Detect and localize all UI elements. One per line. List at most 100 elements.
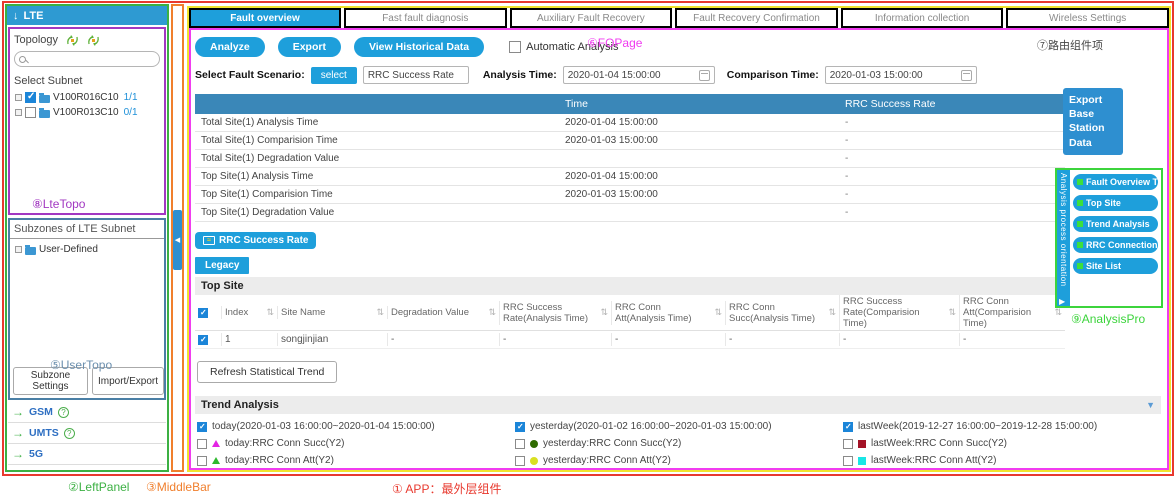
row-value: - <box>845 117 849 128</box>
legend-group-checkbox[interactable] <box>197 421 207 432</box>
scenario-value: RRC Success Rate <box>367 69 454 81</box>
triangle-marker-icon <box>212 440 220 447</box>
scenario-value-field[interactable]: RRC Success Rate <box>362 66 469 84</box>
expander-icon[interactable] <box>15 94 22 101</box>
legend-item: today:RRC Conn Att(Y2) <box>197 452 435 468</box>
refresh-statistical-trend-button[interactable]: Refresh Statistical Trend <box>197 361 338 383</box>
chevron-down-icon[interactable]: ▼ <box>1146 400 1155 410</box>
collapse-handle[interactable]: ◀ <box>173 210 182 270</box>
analyze-button[interactable]: Analyze <box>195 37 265 57</box>
view-historical-data-button[interactable]: View Historical Data <box>353 37 485 57</box>
trend-title: Trend Analysis <box>201 399 279 411</box>
legacy-button[interactable]: Legacy <box>195 257 250 274</box>
legend-checkbox[interactable] <box>515 455 525 466</box>
help-icon[interactable]: ? <box>57 406 69 418</box>
sort-icon[interactable]: ⇅ <box>376 307 384 317</box>
subnet-tree-item[interactable]: V100R013C10 0/1 <box>10 105 164 120</box>
nav-site-list-button[interactable]: Site List <box>1073 258 1158 274</box>
network-label: GSM <box>29 406 53 418</box>
export-button[interactable]: Export <box>277 37 341 57</box>
tab-fault-recovery-confirmation[interactable]: Fault Recovery Confirmation <box>675 8 838 28</box>
sort-icon[interactable]: ⇅ <box>600 307 608 317</box>
comparison-time-field[interactable]: 2020-01-03 15:00:00 <box>824 66 977 84</box>
nav-trend-analysis-button[interactable]: Trend Analysis <box>1073 216 1158 232</box>
column-label: Site Name <box>281 307 326 318</box>
import-export-button[interactable]: Import/Export <box>91 367 164 395</box>
legend-checkbox[interactable] <box>197 455 207 466</box>
legend-checkbox[interactable] <box>843 455 853 466</box>
column-label: RRC Conn Succ(Analysis Time) <box>729 301 816 324</box>
fault-overview-page: Analyze Export View Historical Data Auto… <box>189 28 1169 470</box>
subzone-settings-button[interactable]: Subzone Settings <box>13 367 88 395</box>
user-topo-annotation: ⑤UserTopo <box>50 358 113 372</box>
legend-checkbox[interactable] <box>197 438 207 449</box>
legend-group-checkbox[interactable] <box>515 421 525 432</box>
analysis-strip[interactable]: Analysis process orientation ▶ <box>1057 170 1070 306</box>
overview-table: Time RRC Success Rate Total Site(1) Anal… <box>195 94 1065 222</box>
table-row: Top Site(1) Analysis Time 2020-01-04 15:… <box>195 168 1065 186</box>
select-scenario-button[interactable]: select <box>310 66 357 84</box>
legend-group-checkbox[interactable] <box>843 421 853 432</box>
tab-wireless-settings[interactable]: Wireless Settings <box>1006 8 1169 28</box>
calendar-icon[interactable] <box>698 69 710 81</box>
analysis-time-field[interactable]: 2020-01-04 15:00:00 <box>562 66 715 84</box>
network-item-gsm[interactable]: → GSM ? <box>8 402 166 423</box>
subnet-checkbox[interactable] <box>25 91 36 103</box>
tab-auxiliary-fault-recovery[interactable]: Auxiliary Fault Recovery <box>509 8 673 28</box>
legend-checkbox[interactable] <box>843 438 853 449</box>
table-row: Total Site(1) Analysis Time 2020-01-04 1… <box>195 114 1065 132</box>
help-icon[interactable]: ? <box>63 427 75 439</box>
legend-item: yesterday:RRC Success Rate(%)(Y1) <box>515 469 772 470</box>
network-item-umts[interactable]: → UMTS ? <box>8 423 166 444</box>
row-value: - <box>845 207 849 218</box>
scenario-row: Select Fault Scenario: select RRC Succes… <box>195 65 1167 85</box>
tab-fast-fault-diagnosis[interactable]: Fast fault diagnosis <box>344 8 507 28</box>
circle-marker-icon <box>530 439 538 448</box>
subnet-checkbox[interactable] <box>25 107 36 118</box>
search-icon <box>19 55 26 63</box>
sort-icon[interactable]: ⇅ <box>488 307 496 317</box>
comparison-time-value: 2020-01-03 15:00:00 <box>829 69 923 81</box>
subzone-tree-item[interactable]: User-Defined <box>10 242 164 257</box>
row-site-name: songjinjian <box>277 333 387 346</box>
expander-icon[interactable] <box>15 246 22 253</box>
arrow-right-icon: → <box>12 447 24 461</box>
circle-marker-icon <box>530 456 538 465</box>
table-row: Total Site(1) Comparision Time 2020-01-0… <box>195 132 1065 150</box>
sort-icon[interactable]: ⇅ <box>266 307 274 317</box>
sort-icon[interactable]: ⇅ <box>948 307 956 317</box>
legend-item: yesterday:RRC Conn Succ(Y2) <box>515 435 772 452</box>
subnet-label: V100R013C10 <box>53 107 119 118</box>
select-all-checkbox[interactable] <box>198 307 208 318</box>
topology-sync-icon[interactable] <box>87 34 100 46</box>
legend-group-label: lastWeek(2019-12-27 16:00:00~2019-12-28 … <box>858 421 1098 432</box>
legend-label: yesterday:RRC Conn Succ(Y2) <box>543 438 682 449</box>
legend-checkbox[interactable] <box>515 438 525 449</box>
green-dot-icon <box>1077 263 1083 269</box>
top-site-section-header: Top Site <box>195 277 1065 295</box>
calendar-icon[interactable] <box>960 69 972 81</box>
legend-item: lastWeek:RRC Conn Succ(Y2) <box>843 435 1097 452</box>
sort-icon[interactable]: ⇅ <box>1054 307 1062 317</box>
row-checkbox[interactable] <box>198 334 208 345</box>
export-base-station-data-button[interactable]: Export Base Station Data <box>1063 88 1123 155</box>
nav-fault-overview-button[interactable]: Fault Overview T... <box>1073 174 1158 190</box>
automatic-analysis-checkbox[interactable] <box>509 41 522 53</box>
tab-fault-overview[interactable]: Fault overview <box>189 8 341 28</box>
nav-top-site-button[interactable]: Top Site <box>1073 195 1158 211</box>
expander-icon[interactable] <box>15 109 22 116</box>
topology-refresh-icon[interactable] <box>66 34 79 46</box>
sort-icon[interactable]: ⇅ <box>714 307 722 317</box>
sort-icon[interactable]: ⇅ <box>828 307 836 317</box>
nav-rrc-connection-button[interactable]: RRC Connection ... <box>1073 237 1158 253</box>
subnet-tree-item[interactable]: V100R016C10 1/1 <box>10 90 164 105</box>
row-time: 2020-01-03 15:00:00 <box>565 135 658 146</box>
rrc-success-rate-button[interactable]: ≈ RRC Success Rate <box>195 232 317 249</box>
tab-information-collection[interactable]: Information collection <box>840 8 1004 28</box>
arrow-right-icon: → <box>12 405 24 419</box>
lte-topo-annotation: ⑧LteTopo <box>32 197 86 211</box>
row-label: Total Site(1) Analysis Time <box>201 117 319 128</box>
network-item-5g[interactable]: → 5G <box>8 444 166 465</box>
row-value: - <box>845 189 849 200</box>
subnet-search-input[interactable] <box>14 51 160 67</box>
